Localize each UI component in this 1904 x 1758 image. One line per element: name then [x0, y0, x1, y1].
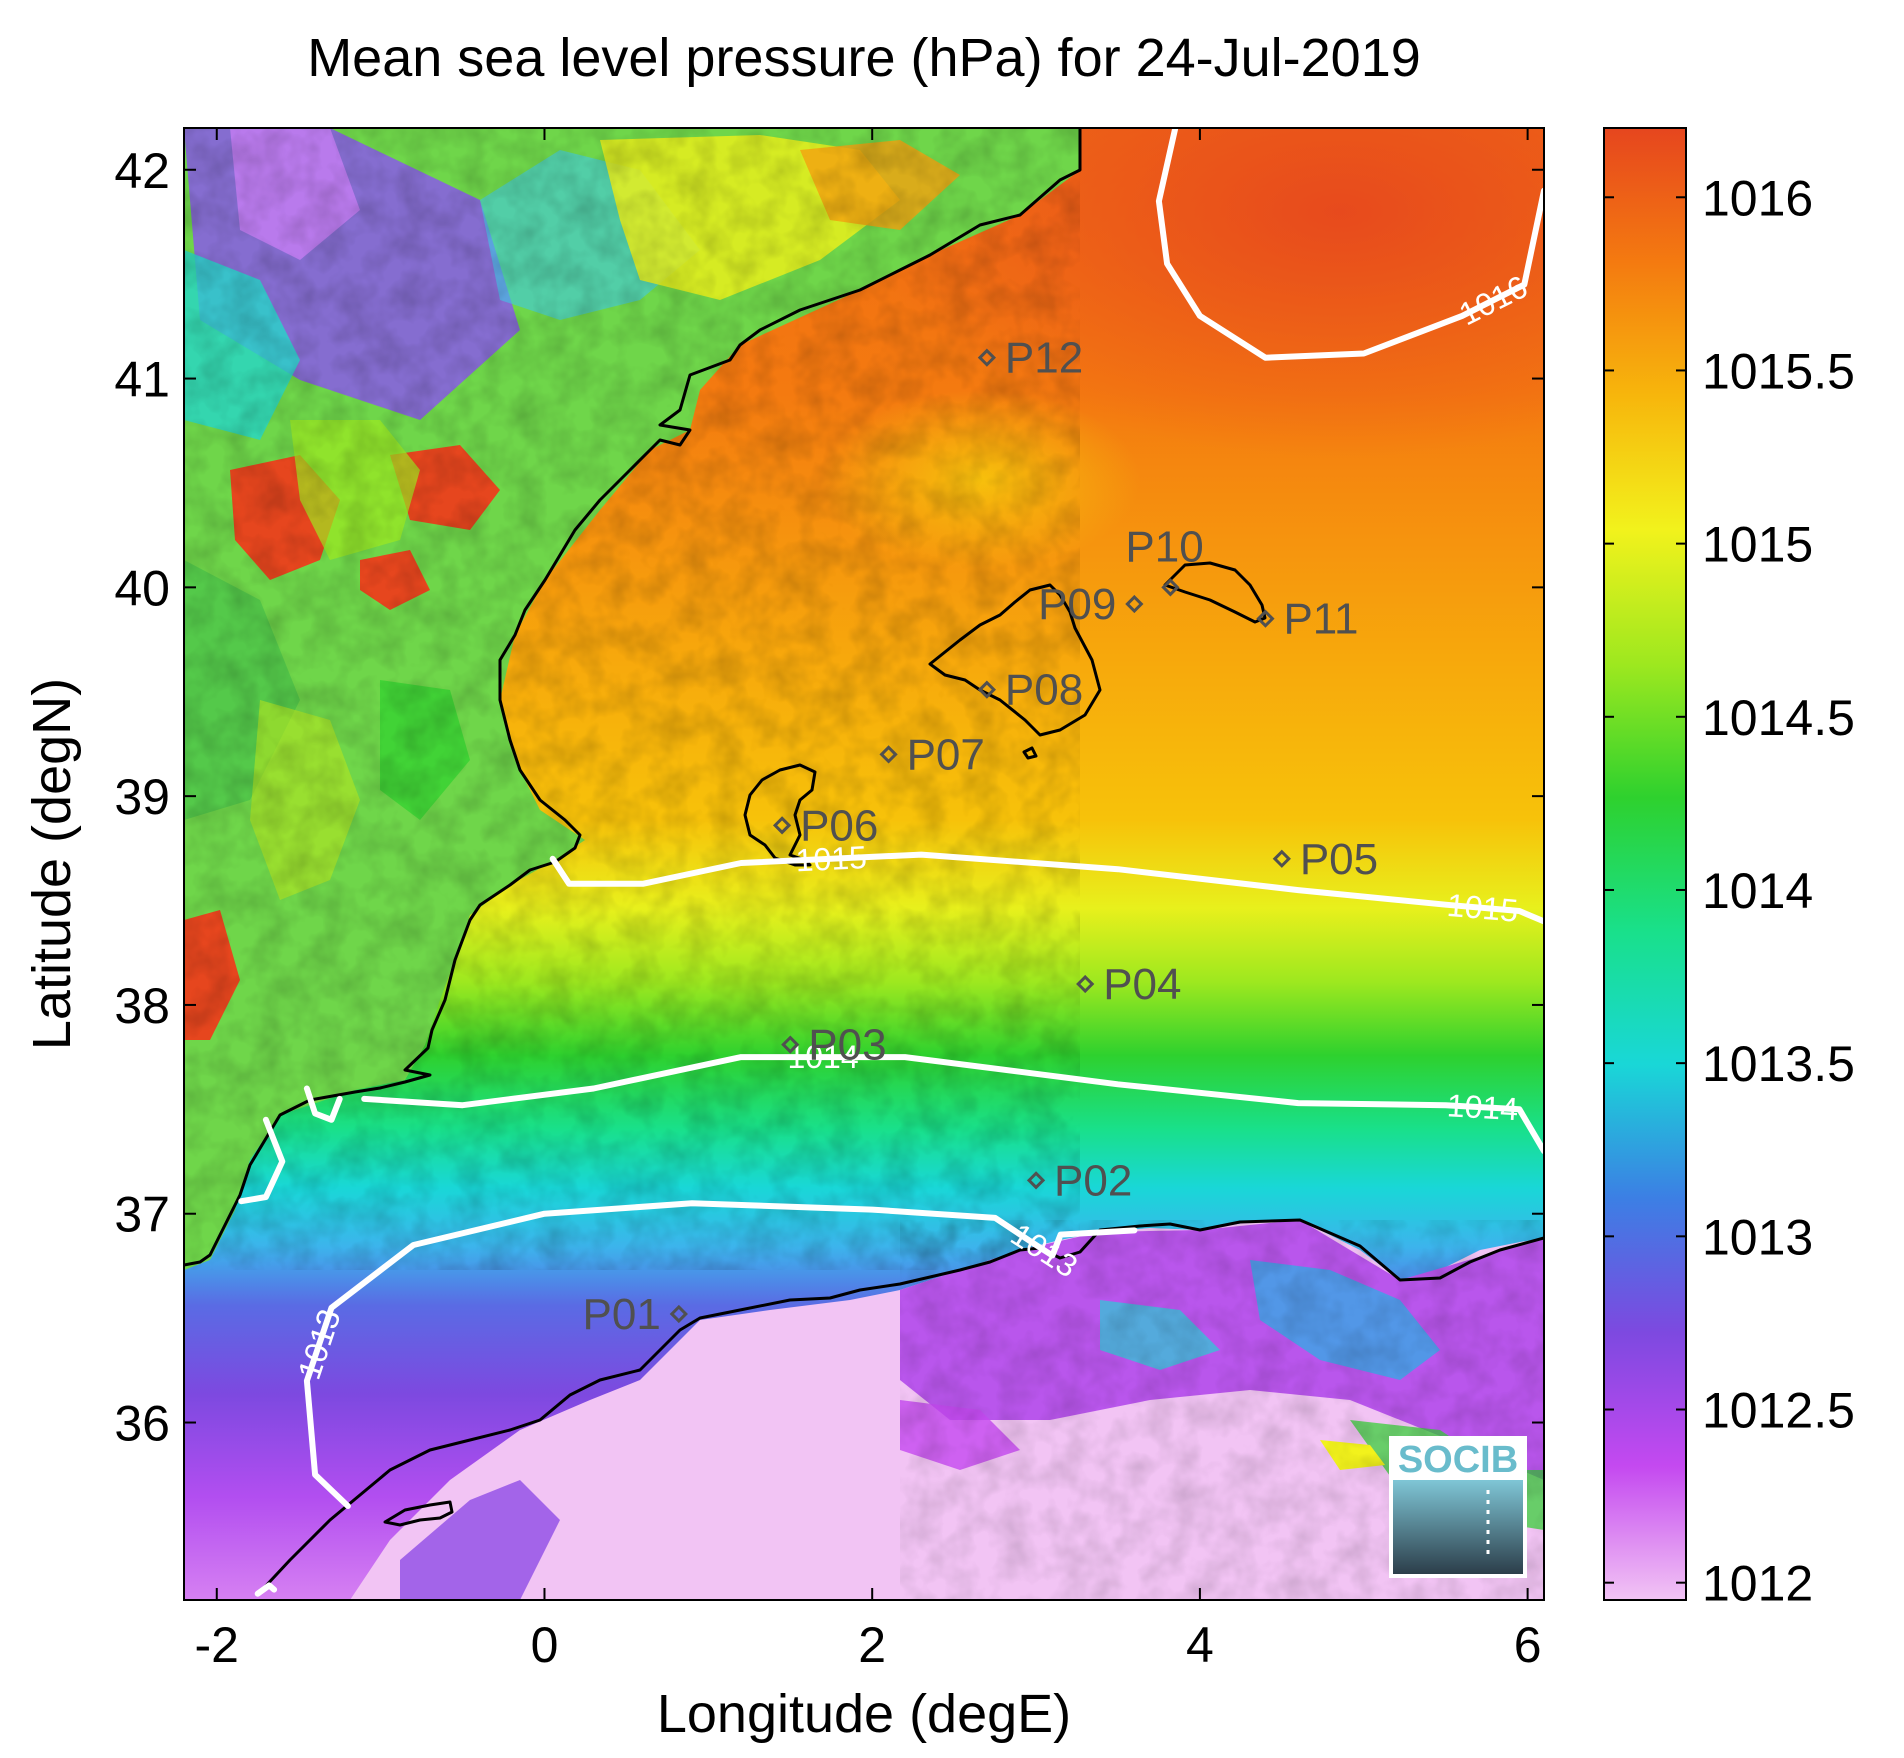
colorbar-tick-label: 1012.5 [1702, 1383, 1855, 1439]
africa-coastline [260, 1218, 1544, 1592]
contour-1013-line [254, 1582, 278, 1597]
colorbar-tick-label: 1013.5 [1702, 1036, 1855, 1092]
x-tick-label: 6 [1514, 1617, 1542, 1673]
y-tick-label: 40 [114, 560, 170, 616]
colorbar-tick-label: 1013 [1702, 1209, 1813, 1265]
station-p09-label: P09 [1038, 580, 1116, 629]
y-axis: 36 37 38 39 40 41 42 [114, 143, 1544, 1452]
iberia-land-field [184, 128, 1080, 1270]
contour-1014-line [238, 1116, 286, 1205]
station-p07-label: P07 [907, 730, 985, 779]
colorbar-tick-label: 1015.5 [1702, 343, 1855, 399]
y-tick-label: 39 [114, 769, 170, 825]
contour-1015-line [549, 851, 1544, 925]
colorbar-tick-label: 1015 [1702, 517, 1813, 573]
colorbar-tick-label: 1014 [1702, 863, 1813, 919]
contour-1016-line [1155, 128, 1544, 361]
station-p08-marker [977, 680, 997, 699]
socib-logo-text: SOCIB [1398, 1439, 1518, 1481]
y-axis-label: Latitude (degN) [22, 678, 82, 1050]
x-tick-label: -2 [195, 1617, 239, 1673]
socib-logo: SOCIB [1389, 1436, 1527, 1578]
coastlines [184, 128, 1544, 1592]
colorbar: 1012 1012.5 1013 1013.5 1014 1014.5 1015 1015.5… [1603, 127, 1855, 1612]
contour-1014-label: 1014 [787, 1039, 858, 1075]
station-p12-marker [977, 348, 997, 367]
x-tick-label: 4 [1186, 1617, 1214, 1673]
map-frame [183, 127, 1545, 1601]
colorbar-tick-label: 1012 [1702, 1556, 1813, 1612]
x-tick-label: 2 [858, 1617, 886, 1673]
station-p10-label: P10 [1125, 522, 1203, 571]
station-p11-marker [1256, 609, 1275, 628]
station-p04-marker [1076, 974, 1095, 994]
station-p02-marker [1026, 1171, 1046, 1190]
station-p10-marker [1161, 578, 1180, 597]
y-tick-label: 38 [114, 978, 170, 1034]
station-p05-marker [1272, 849, 1291, 868]
contour-1014-line [303, 1085, 343, 1123]
alboran-island-coastline [383, 1500, 454, 1527]
colorbar-tick-label: 1016 [1702, 170, 1813, 226]
y-tick-label: 41 [114, 352, 170, 408]
station-p04-label: P04 [1103, 960, 1181, 1009]
cabrera-coastline [1022, 746, 1038, 760]
y-tick-label: 37 [114, 1187, 170, 1243]
contour-1015-label: 1015 [795, 839, 868, 878]
station-p07-marker [879, 745, 898, 764]
mallorca-coastline [928, 583, 1102, 737]
station-p03-label: P03 [808, 1021, 886, 1070]
sea-light-patch [820, 390, 1140, 570]
station-p06-marker [772, 816, 792, 835]
x-tick-label: 0 [531, 1617, 559, 1673]
station-p11-label: P11 [1283, 595, 1358, 644]
ibiza-coastline [743, 763, 817, 867]
iberia-coastline [184, 128, 1082, 1267]
station-p08-label: P08 [1005, 666, 1083, 715]
station-p12-label: P12 [1005, 334, 1083, 383]
contour-1015-label: 1015 [1446, 887, 1520, 929]
x-axis-label: Longitude (degE) [657, 1684, 1071, 1744]
africa-land-field [350, 1220, 1544, 1600]
chart-title: Mean sea level pressure (hPa) for 24-Jul… [307, 28, 1421, 88]
station-p03-marker [781, 1035, 800, 1054]
contour-1014-line [361, 1054, 1544, 1155]
x-axis: -2 0 2 4 6 [195, 128, 1542, 1673]
y-tick-label: 42 [114, 143, 170, 199]
station-p02-label: P02 [1054, 1156, 1132, 1205]
station-p09-marker [1125, 594, 1144, 614]
contour-1014-label: 1014 [1446, 1087, 1519, 1127]
y-tick-label: 36 [114, 1396, 170, 1452]
station-p01-label: P01 [583, 1290, 661, 1339]
station-p05-label: P05 [1300, 835, 1378, 884]
station-p01-marker [669, 1304, 688, 1324]
colorbar-gradient [1603, 127, 1687, 1601]
colorbar-tick-label: 1014.5 [1702, 690, 1855, 746]
station-p06-label: P06 [800, 801, 878, 850]
contour-1013-line [303, 1200, 1138, 1509]
